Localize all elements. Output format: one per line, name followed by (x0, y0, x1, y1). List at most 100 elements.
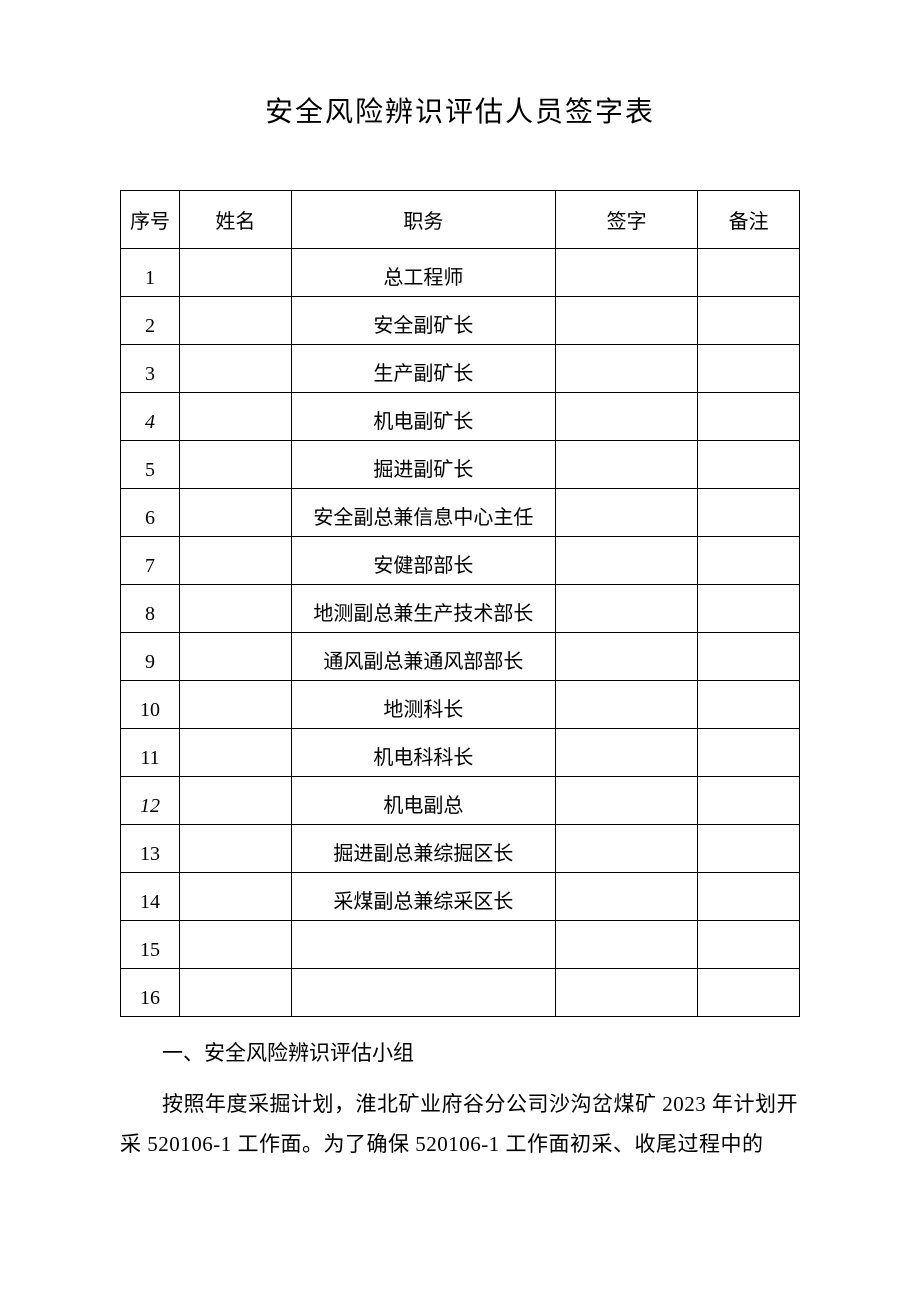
cell-position: 安全副矿长 (291, 297, 555, 345)
cell-sign (556, 297, 698, 345)
cell-name (179, 969, 291, 1017)
cell-name (179, 297, 291, 345)
cell-remark (698, 297, 800, 345)
cell-seq: 4 (121, 393, 180, 441)
cell-remark (698, 633, 800, 681)
cell-name (179, 825, 291, 873)
cell-position: 机电副矿长 (291, 393, 555, 441)
cell-position: 掘进副矿长 (291, 441, 555, 489)
table-row: 14 采煤副总兼综采区长 (121, 873, 800, 921)
cell-sign (556, 489, 698, 537)
page-title: 安全风险辨识评估人员签字表 (120, 90, 800, 130)
cell-remark (698, 537, 800, 585)
cell-sign (556, 873, 698, 921)
cell-seq: 12 (121, 777, 180, 825)
cell-position: 安全副总兼信息中心主任 (291, 489, 555, 537)
table-row: 3 生产副矿长 (121, 345, 800, 393)
cell-remark (698, 825, 800, 873)
table-body: 1 总工程师 2 安全副矿长 3 生产副矿长 4 机电副矿长 5 掘进副矿长 6 安全副总兼信息中心主… (121, 249, 800, 1017)
cell-sign (556, 345, 698, 393)
table-row: 10 地测科长 (121, 681, 800, 729)
table-row: 16 (121, 969, 800, 1017)
cell-position (291, 921, 555, 969)
cell-position: 地测副总兼生产技术部长 (291, 585, 555, 633)
cell-name (179, 441, 291, 489)
table-row: 11 机电科科长 (121, 729, 800, 777)
cell-sign (556, 249, 698, 297)
cell-seq: 14 (121, 873, 180, 921)
cell-seq: 3 (121, 345, 180, 393)
cell-remark (698, 873, 800, 921)
cell-remark (698, 729, 800, 777)
cell-sign (556, 825, 698, 873)
cell-seq: 1 (121, 249, 180, 297)
table-row: 2 安全副矿长 (121, 297, 800, 345)
cell-name (179, 585, 291, 633)
cell-seq: 13 (121, 825, 180, 873)
cell-remark (698, 585, 800, 633)
cell-sign (556, 729, 698, 777)
table-row: 15 (121, 921, 800, 969)
cell-sign (556, 777, 698, 825)
cell-position: 机电科科长 (291, 729, 555, 777)
cell-name (179, 633, 291, 681)
cell-seq: 15 (121, 921, 180, 969)
header-sign: 签字 (556, 191, 698, 249)
table-row: 7 安健部部长 (121, 537, 800, 585)
cell-sign (556, 681, 698, 729)
header-remark: 备注 (698, 191, 800, 249)
cell-remark (698, 921, 800, 969)
cell-seq: 11 (121, 729, 180, 777)
cell-seq: 6 (121, 489, 180, 537)
table-row: 12 机电副总 (121, 777, 800, 825)
cell-remark (698, 249, 800, 297)
cell-sign (556, 585, 698, 633)
cell-name (179, 681, 291, 729)
cell-remark (698, 393, 800, 441)
cell-position: 采煤副总兼综采区长 (291, 873, 555, 921)
cell-remark (698, 777, 800, 825)
table-row: 13 掘进副总兼综掘区长 (121, 825, 800, 873)
cell-position: 机电副总 (291, 777, 555, 825)
cell-position: 地测科长 (291, 681, 555, 729)
cell-seq: 7 (121, 537, 180, 585)
cell-name (179, 393, 291, 441)
cell-remark (698, 681, 800, 729)
cell-remark (698, 969, 800, 1017)
header-position: 职务 (291, 191, 555, 249)
cell-seq: 2 (121, 297, 180, 345)
cell-seq: 10 (121, 681, 180, 729)
cell-name (179, 249, 291, 297)
table-row: 5 掘进副矿长 (121, 441, 800, 489)
cell-seq: 9 (121, 633, 180, 681)
cell-sign (556, 921, 698, 969)
cell-remark (698, 489, 800, 537)
table-header-row: 序号 姓名 职务 签字 备注 (121, 191, 800, 249)
cell-name (179, 921, 291, 969)
cell-sign (556, 393, 698, 441)
cell-position: 掘进副总兼综掘区长 (291, 825, 555, 873)
cell-seq: 5 (121, 441, 180, 489)
cell-position: 总工程师 (291, 249, 555, 297)
cell-sign (556, 633, 698, 681)
cell-seq: 8 (121, 585, 180, 633)
cell-name (179, 729, 291, 777)
cell-name (179, 345, 291, 393)
signature-table: 序号 姓名 职务 签字 备注 1 总工程师 2 安全副矿长 3 生产副矿长 4 机电副矿长 5 掘… (120, 190, 800, 1017)
table-row: 6 安全副总兼信息中心主任 (121, 489, 800, 537)
body-paragraph: 按照年度采掘计划，淮北矿业府谷分公司沙沟岔煤矿 2023 年计划开采 52010… (120, 1085, 800, 1165)
table-row: 8 地测副总兼生产技术部长 (121, 585, 800, 633)
header-seq: 序号 (121, 191, 180, 249)
cell-position: 生产副矿长 (291, 345, 555, 393)
cell-name (179, 537, 291, 585)
cell-position (291, 969, 555, 1017)
section-heading: 一、安全风险辨识评估小组 (120, 1035, 800, 1073)
cell-seq: 16 (121, 969, 180, 1017)
cell-sign (556, 969, 698, 1017)
table-row: 1 总工程师 (121, 249, 800, 297)
cell-name (179, 777, 291, 825)
cell-sign (556, 537, 698, 585)
header-name: 姓名 (179, 191, 291, 249)
cell-remark (698, 345, 800, 393)
cell-position: 安健部部长 (291, 537, 555, 585)
